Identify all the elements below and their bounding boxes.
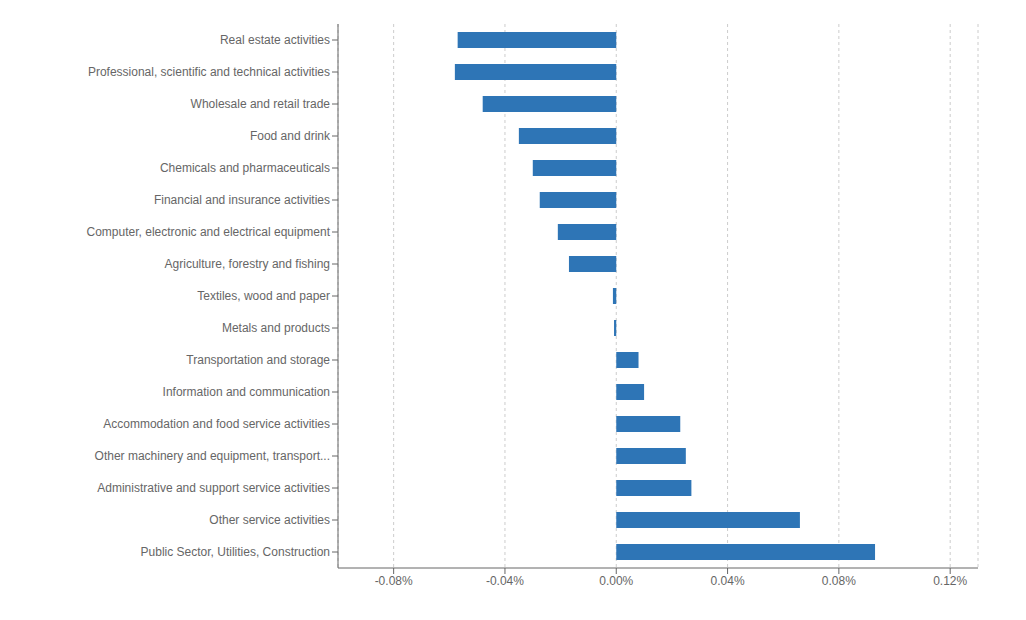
svg-text:Agriculture, forestry and fish: Agriculture, forestry and fishing bbox=[165, 257, 330, 271]
svg-text:Other machinery and equipment,: Other machinery and equipment, transport… bbox=[95, 449, 330, 463]
svg-text:Financial and insurance activi: Financial and insurance activities bbox=[154, 193, 330, 207]
svg-text:0.08%: 0.08% bbox=[822, 574, 856, 588]
svg-text:0.00%: 0.00% bbox=[599, 574, 633, 588]
svg-text:Public Sector, Utilities, Cons: Public Sector, Utilities, Construction bbox=[141, 545, 330, 559]
svg-text:0.04%: 0.04% bbox=[711, 574, 745, 588]
svg-text:Textiles, wood and paper: Textiles, wood and paper bbox=[197, 289, 330, 303]
svg-text:Administrative and support ser: Administrative and support service activ… bbox=[97, 481, 330, 495]
svg-text:Chemicals and pharmaceuticals: Chemicals and pharmaceuticals bbox=[160, 161, 330, 175]
svg-text:Transportation and storage: Transportation and storage bbox=[186, 353, 330, 367]
svg-text:Real estate activities: Real estate activities bbox=[220, 33, 330, 47]
svg-text:Professional, scientific and t: Professional, scientific and technical a… bbox=[88, 65, 330, 79]
svg-text:Other service activities: Other service activities bbox=[209, 513, 330, 527]
svg-text:-0.08%: -0.08% bbox=[375, 574, 413, 588]
svg-text:Metals and products: Metals and products bbox=[222, 321, 330, 335]
svg-text:Accommodation and food service: Accommodation and food service activitie… bbox=[103, 417, 330, 431]
svg-text:Information and communication: Information and communication bbox=[163, 385, 330, 399]
svg-text:Food and drink: Food and drink bbox=[250, 129, 331, 143]
svg-text:-0.04%: -0.04% bbox=[486, 574, 524, 588]
svg-text:0.12%: 0.12% bbox=[933, 574, 967, 588]
svg-text:Computer, electronic and elect: Computer, electronic and electrical equi… bbox=[87, 225, 331, 239]
svg-text:Wholesale and retail trade: Wholesale and retail trade bbox=[191, 97, 331, 111]
